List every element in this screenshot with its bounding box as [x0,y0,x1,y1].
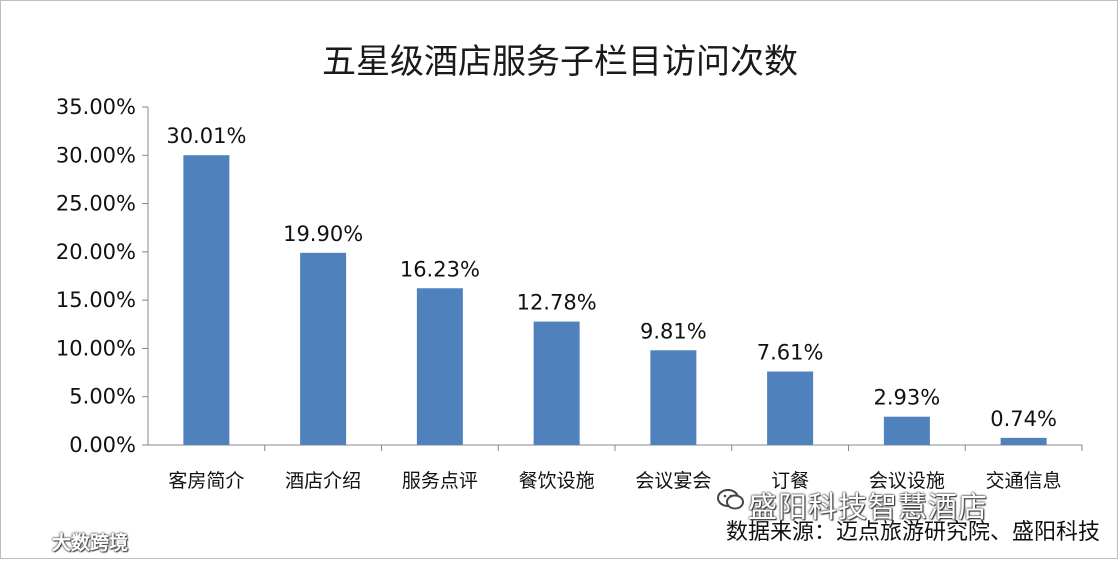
x-tick-label: 订餐 [771,470,809,492]
y-tick-label: 25.00% [56,192,136,216]
data-label: 19.90% [283,222,363,246]
brand-logo-icon [9,535,48,552]
x-tick-label: 客房简介 [168,470,244,492]
bar [650,350,697,445]
bar [183,155,230,445]
x-tick-label: 餐饮设施 [519,470,595,492]
x-tick-label: 会议宴会 [635,469,711,492]
y-tick-label: 15.00% [56,288,136,312]
data-label: 16.23% [400,257,480,281]
y-tick-label: 5.00% [69,385,136,409]
data-label: 12.78% [517,291,597,315]
bar [767,371,814,445]
data-label: 2.93% [874,386,941,410]
y-tick-label: 20.00% [56,240,136,264]
x-tick-label: 交通信息 [986,470,1062,492]
watermark-corner-text: 大数跨境 [52,532,129,554]
bar [883,416,930,445]
bar [533,321,580,445]
y-tick-label: 30.00% [56,143,136,167]
watermark-brand: 盛阳科技智慧酒店 [748,490,989,524]
data-label: 7.61% [757,341,824,365]
data-label: 9.81% [640,319,707,343]
x-tick-label: 会议设施 [869,470,945,492]
chart-title: 五星级酒店服务子栏目访问次数 [322,42,798,82]
y-tick-label: 10.00% [56,336,136,360]
bar [1000,437,1047,445]
bar [300,252,347,445]
watermark-corner: 大数跨境 [8,528,128,555]
data-label: 0.74% [990,407,1057,431]
wechat-icon [717,489,744,510]
bar [416,288,463,445]
source-note: 数据来源：迈点旅游研究院、盛阳科技 [725,520,1100,545]
y-tick-label: 0.00% [69,433,136,457]
data-label: 30.01% [166,124,246,148]
x-tick-label: 服务点评 [402,470,478,492]
y-tick-label: 35.00% [56,95,136,119]
x-tick-label: 酒店介绍 [285,470,361,492]
